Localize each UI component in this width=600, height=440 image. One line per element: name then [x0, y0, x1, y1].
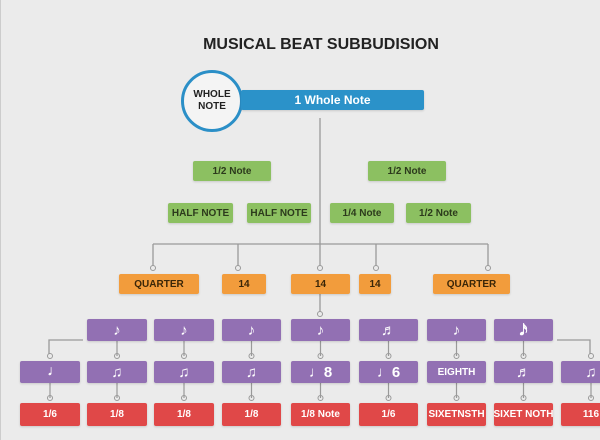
connector-dot — [588, 353, 594, 359]
note-symbol-box: 𝅗𝅥 — [20, 361, 80, 383]
note-symbol-box: ♫ — [561, 361, 600, 383]
half-note-box: 1/2 Note — [193, 161, 271, 181]
fraction-box: 1/8 Note — [291, 403, 350, 426]
circle-label-line1: WHOLE — [193, 89, 231, 100]
connector-dot — [485, 265, 491, 271]
subdivision-box: HALF NOTE — [247, 203, 311, 223]
fraction-box: 1/6 — [20, 403, 80, 426]
circle-label-line2: NOTE — [198, 101, 226, 112]
note-symbol-box: ♬ — [494, 361, 553, 383]
connector-dot — [317, 311, 323, 317]
note-symbol-box: ♩6 — [359, 361, 418, 383]
fraction-box: 116 — [561, 403, 600, 426]
connector-dot — [235, 265, 241, 271]
subdivision-box: 1/4 Note — [330, 203, 394, 223]
fraction-box: 1/8 — [222, 403, 281, 426]
note-symbol-box: ♫ — [222, 361, 281, 383]
whole-note-circle: WHOLE NOTE — [181, 70, 243, 132]
subdivision-box: HALF NOTE — [168, 203, 233, 223]
half-note-box: 1/2 Note — [368, 161, 446, 181]
note-symbol-box: ♫ — [154, 361, 214, 383]
subdivision-box: 1/2 Note — [406, 203, 471, 223]
note-symbol-box: 𝅘𝅥𝅯 — [494, 319, 553, 341]
fraction-box: SIXET NOTH — [494, 403, 554, 426]
note-symbol-box: ♩8 — [291, 361, 350, 383]
note-symbol-box: ♪ — [87, 319, 147, 341]
connector-dot — [373, 265, 379, 271]
quarter-box: 14 — [359, 274, 391, 294]
note-symbol-box: ♪ — [154, 319, 214, 341]
connector-dot — [47, 353, 53, 359]
note-symbol-box: ♪ — [427, 319, 486, 341]
quarter-box: 14 — [222, 274, 266, 294]
note-symbol-box: ♬ — [359, 319, 418, 341]
fraction-box: SIXETNSTH — [427, 403, 486, 426]
note-symbol-box: ♪ — [222, 319, 281, 341]
whole-note-bar: 1 Whole Note — [241, 90, 424, 110]
note-symbol-box: ♪ — [291, 319, 350, 341]
quarter-box: QUARTER — [433, 274, 510, 294]
note-symbol-box: EIGHTH — [427, 361, 486, 383]
connector-dot — [150, 265, 156, 271]
quarter-box: 14 — [291, 274, 350, 294]
connector-dot — [317, 265, 323, 271]
fraction-box: 1/6 — [359, 403, 418, 426]
fraction-box: 1/8 — [154, 403, 214, 426]
fraction-box: 1/8 — [87, 403, 147, 426]
page-title: MUSICAL BEAT SUBBUDISION — [203, 36, 439, 53]
quarter-box: QUARTER — [119, 274, 199, 294]
note-symbol-box: ♫ — [87, 361, 147, 383]
